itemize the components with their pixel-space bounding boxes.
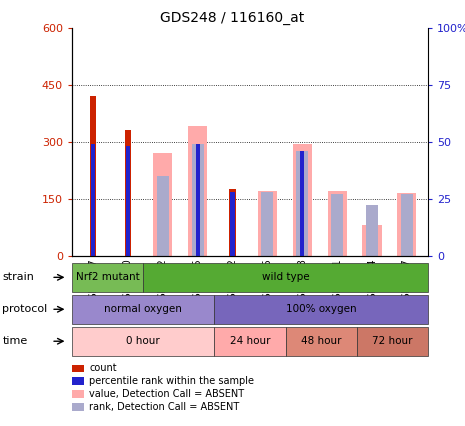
- Text: protocol: protocol: [2, 304, 47, 314]
- Bar: [366, 205, 378, 256]
- Bar: [397, 193, 417, 256]
- Bar: [292, 144, 312, 256]
- Text: Nrf2 mutant: Nrf2 mutant: [76, 272, 140, 282]
- Bar: [362, 225, 382, 256]
- Text: 24 hour: 24 hour: [230, 336, 270, 346]
- Bar: [261, 192, 273, 256]
- Text: 100% oxygen: 100% oxygen: [286, 304, 356, 314]
- Bar: [157, 176, 169, 256]
- Text: percentile rank within the sample: percentile rank within the sample: [89, 376, 254, 386]
- Bar: [230, 192, 234, 256]
- Bar: [229, 189, 236, 256]
- Bar: [296, 151, 308, 256]
- Text: normal oxygen: normal oxygen: [104, 304, 182, 314]
- Bar: [188, 127, 207, 256]
- Bar: [327, 191, 347, 256]
- Text: strain: strain: [2, 272, 34, 282]
- Bar: [91, 144, 95, 256]
- Text: time: time: [2, 336, 27, 346]
- Bar: [195, 144, 200, 256]
- Bar: [125, 130, 131, 256]
- Bar: [192, 144, 204, 256]
- Bar: [401, 194, 413, 256]
- Bar: [258, 191, 277, 256]
- Bar: [300, 151, 304, 256]
- Text: rank, Detection Call = ABSENT: rank, Detection Call = ABSENT: [89, 402, 239, 412]
- Text: 48 hour: 48 hour: [301, 336, 341, 346]
- Text: 0 hour: 0 hour: [126, 336, 160, 346]
- Bar: [153, 153, 173, 256]
- Bar: [331, 194, 343, 256]
- Text: GDS248 / 116160_at: GDS248 / 116160_at: [160, 11, 305, 25]
- Text: wild type: wild type: [262, 272, 309, 282]
- Text: count: count: [89, 363, 117, 374]
- Text: value, Detection Call = ABSENT: value, Detection Call = ABSENT: [89, 389, 245, 399]
- Text: 72 hour: 72 hour: [372, 336, 412, 346]
- Bar: [90, 96, 96, 256]
- Bar: [126, 146, 130, 256]
